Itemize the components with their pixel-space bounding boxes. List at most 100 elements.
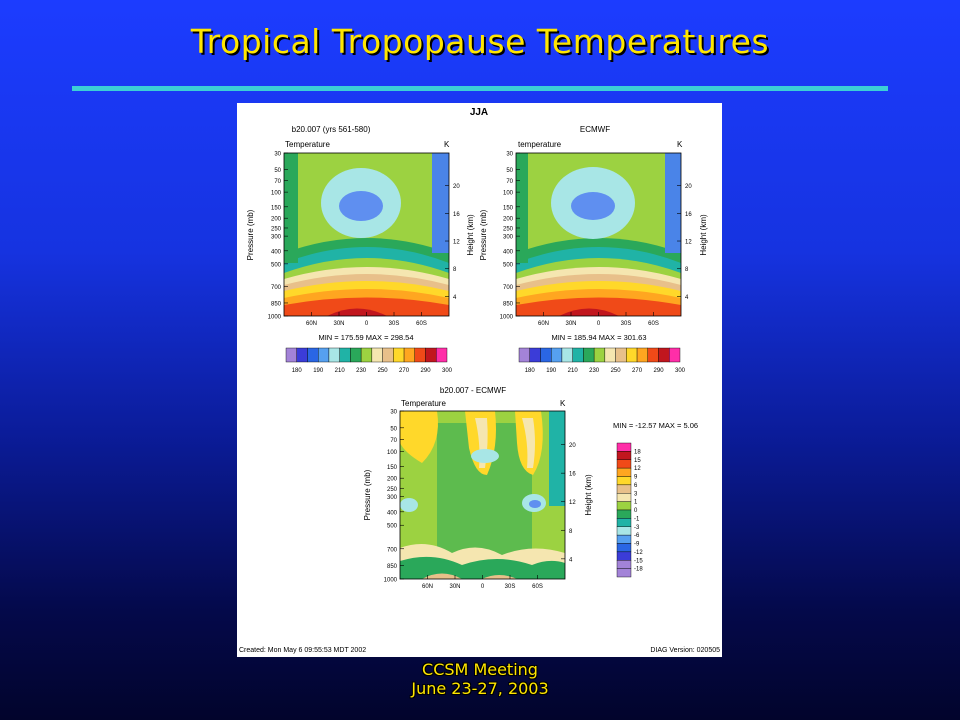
colorbar-swatch (360, 347, 373, 363)
pressure-ticks: 30 50 70 100 150 200 250 300 400 500 700 850 1000 (500, 152, 520, 321)
colorbar-label: 270 (399, 368, 410, 374)
colorbar: 18 15 12 9 6 3 1 0 -1 -3 -6 -9 -12 -15 -18 (616, 442, 643, 578)
colorbar-swatch (616, 493, 632, 502)
latitude-tick-label: 30S (505, 584, 516, 590)
pressure-tick-label: 250 (387, 487, 398, 493)
colorbar-swatch (616, 476, 632, 486)
colorbar-label: -3 (634, 525, 640, 531)
colorbar-swatch (393, 347, 405, 363)
pressure-tick-label: 200 (387, 477, 398, 483)
colorbar-label: 3 (634, 491, 638, 497)
contour-band-dark-red (559, 308, 619, 316)
colorbar: 180 190 210 230 250 270 290 300 (518, 347, 686, 374)
colorbar-swatch (616, 526, 632, 536)
y-axis-label: Pressure (mb) (363, 469, 372, 520)
height-tick-label: 12 (569, 500, 576, 506)
height-tick-label: 4 (569, 557, 573, 563)
height-tick-label: 16 (685, 212, 692, 218)
height-tick-label: 8 (453, 267, 457, 273)
contour-patch-surface-green (400, 556, 565, 579)
contour-band-dark-red (327, 308, 387, 316)
latitude-tick-label: 0 (597, 321, 601, 327)
height-tick-label: 20 (453, 184, 460, 190)
pressure-tick-label: 150 (387, 465, 398, 471)
height-ticks: 20 16 12 8 4 (445, 184, 460, 301)
colorbar-swatch (616, 534, 632, 544)
pressure-tick-label: 100 (503, 191, 514, 197)
colorbar-swatch (529, 347, 541, 363)
colorbar-label: 0 (634, 508, 638, 514)
colorbar-swatch (669, 347, 681, 363)
y-axis-label: Pressure (mb) (246, 209, 255, 260)
contour-band-red (516, 297, 681, 316)
colorbar-label: 190 (313, 368, 324, 374)
plot-title: ECMWF (580, 125, 610, 134)
contour-band-blue-right (432, 153, 449, 253)
contour-field (284, 153, 449, 316)
height-ticks: 20 16 12 8 4 (561, 443, 576, 563)
colorbar-swatch (414, 347, 426, 363)
min-max-label: MIN = 185.94 MAX = 301.63 (551, 333, 646, 342)
pressure-tick-label: 400 (503, 249, 514, 255)
colorbar-label: -6 (634, 533, 640, 539)
created-label: Created: Mon May 6 09:55:53 MDT 2002 (239, 647, 366, 654)
pressure-tick-label: 400 (271, 249, 282, 255)
colorbar-swatch (518, 347, 530, 363)
pressure-tick-label: 300 (271, 235, 282, 241)
colorbar-label: 6 (634, 483, 638, 489)
colorbar-label: -9 (634, 542, 640, 548)
pressure-ticks: 30 50 70 100 150 200 250 300 400 500 700 850 1000 (268, 152, 288, 321)
height-tick-label: 8 (569, 529, 573, 535)
colorbar-label: 290 (654, 368, 665, 374)
colorbar-swatch (540, 347, 552, 363)
colorbar-swatch (371, 347, 383, 363)
colorbar-swatch (626, 347, 638, 363)
colorbar-label: 18 (634, 449, 641, 455)
latitude-tick-label: 0 (365, 321, 369, 327)
pressure-tick-label: 70 (506, 179, 513, 185)
slide-title: Tropical Tropopause Temperatures (190, 22, 770, 61)
pressure-tick-label: 100 (271, 191, 282, 197)
contour-band-blue-right (665, 153, 681, 253)
colorbar-swatch (425, 347, 437, 363)
colorbar-swatch (616, 543, 632, 553)
colorbar-swatch (616, 484, 632, 494)
colorbar-swatch (658, 347, 670, 363)
colorbar-swatch (616, 518, 632, 527)
height-tick-label: 16 (569, 472, 576, 478)
pressure-tick-label: 400 (387, 510, 398, 516)
contour-patch-blue-right (529, 500, 541, 508)
colorbar-label: 1 (634, 500, 638, 506)
height-tick-label: 4 (685, 295, 689, 301)
y-axis-label: Pressure (mb) (479, 209, 488, 260)
colorbar-swatch (636, 347, 649, 363)
min-max-label: MIN = -12.57 MAX = 5.06 (613, 421, 698, 430)
pressure-tick-label: 200 (503, 217, 514, 223)
ecmwf-temperature-plot: ECMWF temperature K Pressure (mb) (479, 125, 708, 374)
colorbar-swatch (616, 568, 632, 578)
latitude-tick-label: 60N (422, 584, 433, 590)
pressure-tick-label: 150 (503, 205, 514, 211)
pressure-tick-label: 70 (274, 179, 281, 185)
colorbar: 180 190 210 230 250 270 290 300 (285, 347, 453, 374)
pressure-tick-label: 30 (390, 410, 397, 416)
colorbar-swatch (583, 347, 595, 363)
pressure-tick-label: 500 (503, 262, 514, 268)
latitude-tick-label: 60S (532, 584, 543, 590)
height-ticks: 20 16 12 8 4 (677, 184, 692, 301)
height-tick-label: 20 (685, 184, 692, 190)
pressure-tick-label: 30 (506, 152, 513, 158)
pressure-tick-label: 700 (271, 285, 282, 291)
pressure-tick-label: 50 (274, 168, 281, 174)
colorbar-swatch (616, 509, 632, 519)
colorbar-swatch (317, 347, 330, 363)
pressure-tick-label: 1000 (384, 578, 398, 584)
y2-axis-label: Height (km) (466, 214, 475, 256)
latitude-tick-label: 60S (648, 321, 659, 327)
version-label: DIAG Version: 020505 (650, 647, 720, 654)
latitude-tick-label: 30N (333, 321, 344, 327)
colorbar-label: 15 (634, 458, 641, 464)
pressure-tick-label: 500 (387, 524, 398, 530)
colorbar-swatch (403, 347, 415, 363)
pressure-tick-label: 700 (387, 547, 398, 553)
